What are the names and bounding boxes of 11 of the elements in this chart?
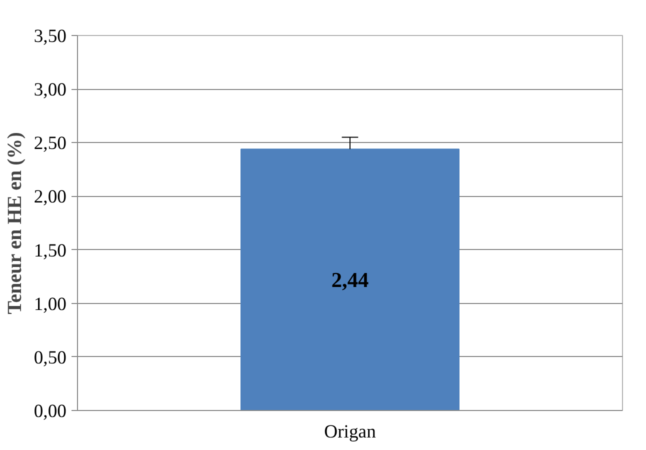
x-tick-label: Origan — [324, 422, 377, 442]
y-tick-label: 3,00 — [34, 80, 67, 101]
data-label: 2,44 — [331, 268, 369, 292]
y-axis-title: Teneur en HE en (%) — [4, 132, 26, 314]
y-tick-label: 1,50 — [34, 240, 67, 262]
y-tick-label: 2,50 — [34, 133, 67, 154]
y-tick-label: 2,00 — [34, 186, 67, 208]
y-tick-label: 3,50 — [34, 26, 67, 47]
y-tick-label: 1,00 — [34, 294, 67, 315]
y-tick-label: 0,00 — [34, 401, 67, 422]
y-tick-label: 0,50 — [34, 347, 67, 368]
